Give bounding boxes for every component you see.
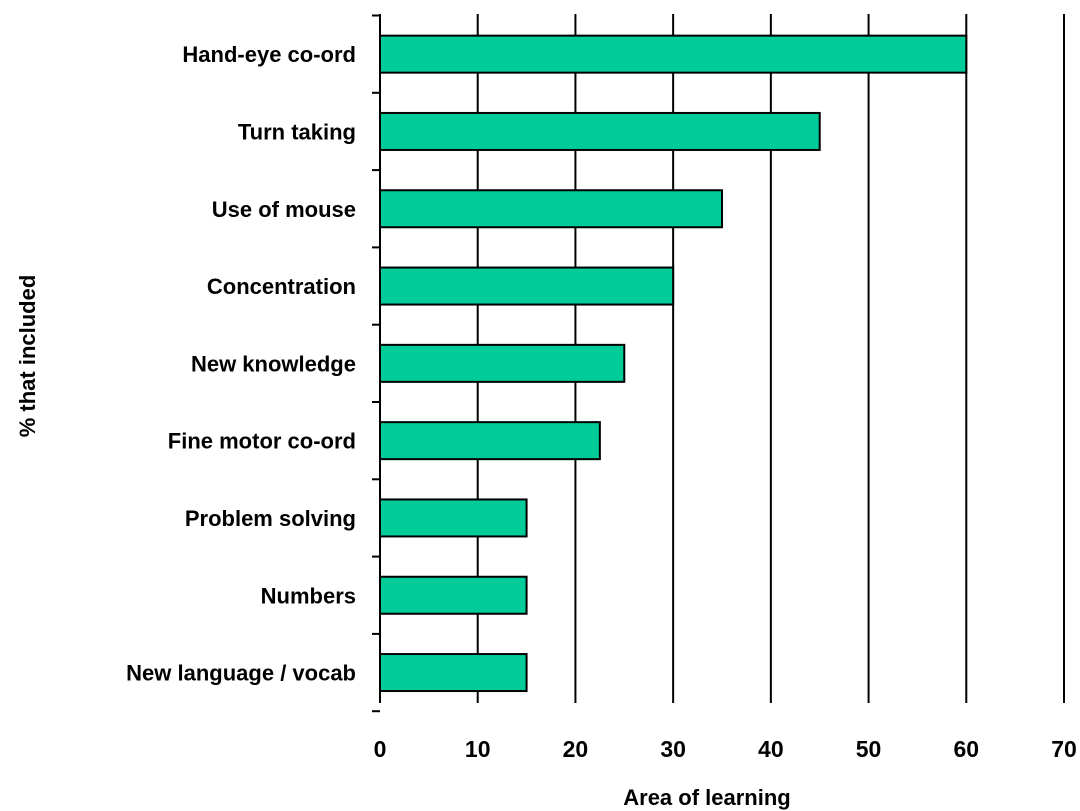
x-axis-label: Area of learning bbox=[623, 785, 790, 810]
x-tick-label-20: 20 bbox=[563, 736, 589, 762]
category-label: Concentration bbox=[207, 274, 356, 299]
x-tick-label-50: 50 bbox=[856, 736, 882, 762]
category-label: Fine motor co-ord bbox=[168, 429, 356, 454]
x-tick-label-70: 70 bbox=[1051, 736, 1077, 762]
category-label: New knowledge bbox=[191, 351, 356, 376]
y-axis-ticks bbox=[372, 14, 380, 713]
bar-hand-eye-co-ord bbox=[379, 34, 968, 74]
x-tick-label-40: 40 bbox=[758, 736, 784, 762]
bar-fine-motor-co-ord bbox=[379, 421, 601, 461]
bars bbox=[379, 34, 968, 693]
category-label: Use of mouse bbox=[212, 197, 356, 222]
x-axis-tick-labels: 0 10 20 30 40 50 60 70 bbox=[374, 736, 1077, 762]
bar-turn-taking bbox=[379, 111, 821, 151]
bar-use-of-mouse bbox=[379, 189, 723, 229]
bar-concentration bbox=[379, 266, 675, 306]
category-label: Turn taking bbox=[238, 119, 356, 144]
x-tick-label-10: 10 bbox=[465, 736, 491, 762]
category-label: Problem solving bbox=[185, 506, 356, 531]
category-label: New language / vocab bbox=[126, 661, 356, 686]
x-tick-label-0: 0 bbox=[374, 736, 387, 762]
x-tick-label-60: 60 bbox=[953, 736, 979, 762]
bar-new-language-vocab bbox=[379, 653, 528, 693]
bar-problem-solving bbox=[379, 498, 528, 538]
x-tick-label-30: 30 bbox=[660, 736, 686, 762]
category-label: Numbers bbox=[261, 583, 356, 608]
bar-numbers bbox=[379, 575, 528, 615]
category-label: Hand-eye co-ord bbox=[182, 42, 356, 67]
y-axis-label: % that included bbox=[15, 275, 40, 438]
category-labels: Hand-eye co-ord Turn taking Use of mouse Co… bbox=[126, 42, 356, 685]
bar-new-knowledge bbox=[379, 343, 626, 383]
